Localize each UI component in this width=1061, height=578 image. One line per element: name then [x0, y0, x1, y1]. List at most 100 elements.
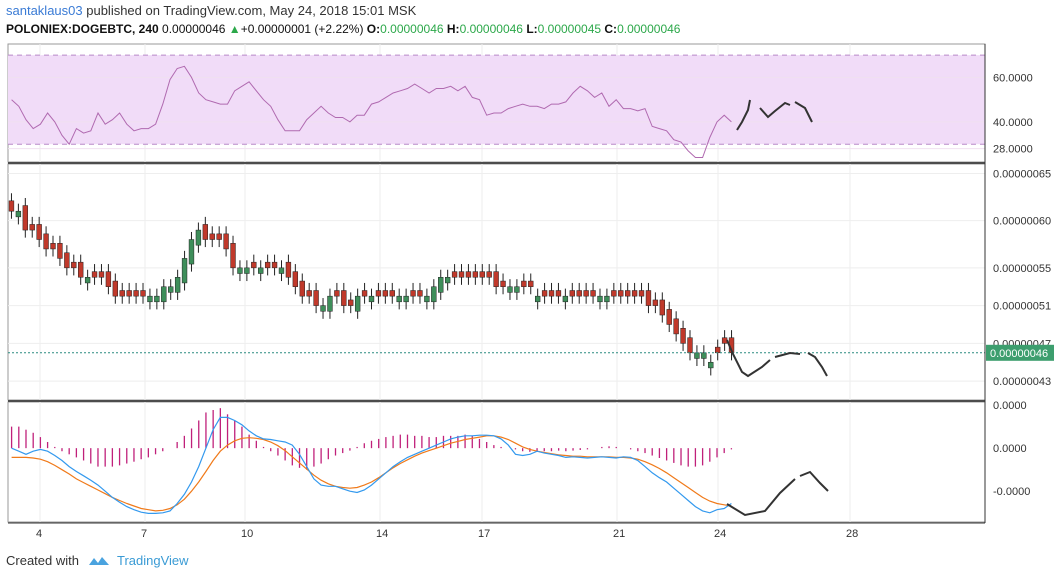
macd-drawing-2: [799, 470, 829, 492]
candle-body: [631, 290, 638, 297]
candle-body: [361, 290, 368, 297]
candle-body: [410, 290, 416, 297]
candle-body: [258, 267, 264, 274]
candle-body: [154, 295, 160, 303]
author-link[interactable]: santaklaus03: [6, 3, 83, 18]
candle-body: [306, 290, 312, 297]
x-tick-label: 10: [241, 528, 253, 540]
high-label: H:: [446, 22, 460, 36]
candle-body: [500, 280, 506, 287]
candle-body: [458, 271, 465, 278]
candle-body: [673, 318, 679, 335]
footer: Created with TradingView: [6, 553, 189, 568]
candle-body: [666, 309, 672, 325]
rsi-tick-label: 28.0000: [993, 144, 1033, 156]
price-drawing-2: [774, 351, 801, 358]
candle-body: [562, 295, 569, 303]
low-label: L:: [526, 22, 538, 36]
price-tick-label: 0.00000065: [993, 168, 1051, 180]
candle-body: [645, 290, 652, 306]
price-tick-label: 0.00000055: [993, 263, 1051, 275]
candle-body: [112, 280, 118, 297]
candle-body: [216, 233, 222, 240]
candle-body: [604, 295, 610, 303]
candle-body: [223, 233, 229, 250]
candle-body: [105, 271, 112, 287]
candle-body: [251, 261, 257, 269]
candle-body: [618, 290, 624, 297]
candle-body: [521, 280, 527, 287]
candle-body: [71, 261, 77, 269]
x-tick-label: 7: [141, 528, 147, 540]
candle-body: [590, 290, 596, 297]
candle-body: [368, 295, 375, 303]
tradingview-logo-icon: [88, 556, 109, 565]
candle-body: [479, 271, 485, 278]
candle-body: [292, 271, 299, 287]
rsi-drawing-2: [759, 101, 791, 119]
candle-body: [327, 295, 333, 312]
candle-body: [687, 337, 693, 354]
candle-body: [541, 290, 548, 297]
candle-body: [15, 210, 22, 218]
candle-body: [708, 361, 714, 369]
x-tick-label: 24: [714, 528, 726, 540]
price-drawing-1: [726, 339, 771, 378]
last-price-badge: [986, 344, 1054, 361]
candle-body: [119, 290, 125, 297]
candle-body: [126, 290, 132, 297]
candle-body: [22, 205, 28, 231]
candle-body: [417, 290, 423, 297]
tradingview-link[interactable]: TradingView: [116, 553, 189, 568]
candle-body: [694, 352, 700, 359]
low-value: 0.00000045: [537, 22, 602, 36]
candle-body: [396, 295, 402, 303]
candle-body: [334, 290, 340, 297]
candle-body: [244, 267, 250, 274]
candle-body: [715, 346, 721, 354]
chart-area[interactable]: 60.000040.000028.00000.000000650.0000006…: [0, 42, 1061, 542]
candle-body: [569, 290, 575, 297]
candle-body: [174, 277, 181, 293]
candle-body: [389, 290, 395, 297]
rsi-tick-label: 40.0000: [993, 117, 1033, 129]
candle-body: [472, 271, 479, 278]
candle-body: [36, 224, 42, 240]
candle-body: [486, 271, 492, 278]
candle-body: [638, 290, 645, 297]
candle-body: [444, 277, 451, 284]
candle-body: [147, 295, 153, 303]
rsi-line: [11, 65, 732, 158]
symbol-label: POLONIEX:DOGEBTC, 240: [6, 22, 159, 36]
x-tick-label: 21: [613, 528, 625, 540]
candle-body: [341, 290, 347, 306]
candle-body: [168, 286, 174, 293]
candle-body: [202, 224, 209, 240]
candle-body: [195, 229, 202, 246]
change-arrow-icon: ▲: [228, 22, 241, 36]
candle-body: [493, 271, 499, 287]
rsi-drawing-1: [736, 99, 751, 131]
candle-body: [652, 299, 659, 306]
publish-info: santaklaus03 published on TradingView.co…: [6, 3, 416, 18]
candle-body: [424, 295, 430, 303]
candle-body: [313, 290, 319, 306]
x-tick-label: 4: [36, 528, 42, 540]
candle-body: [133, 290, 139, 297]
candle-body: [43, 233, 49, 250]
candle-body: [403, 295, 409, 303]
close-value: 0.00000046: [617, 22, 681, 36]
candle-body: [98, 271, 105, 278]
candle-body: [534, 295, 541, 303]
macd-panel-frame: [7, 401, 986, 523]
candle-body: [528, 280, 534, 287]
candle-body: [583, 290, 589, 297]
candle-body: [84, 277, 91, 284]
candle-body: [348, 299, 354, 306]
candle-body: [597, 295, 603, 303]
candle-body: [625, 290, 631, 297]
open-label: O:: [366, 22, 381, 36]
candle-body: [576, 290, 582, 297]
candle-body: [548, 290, 555, 297]
macd-line: [11, 416, 732, 514]
